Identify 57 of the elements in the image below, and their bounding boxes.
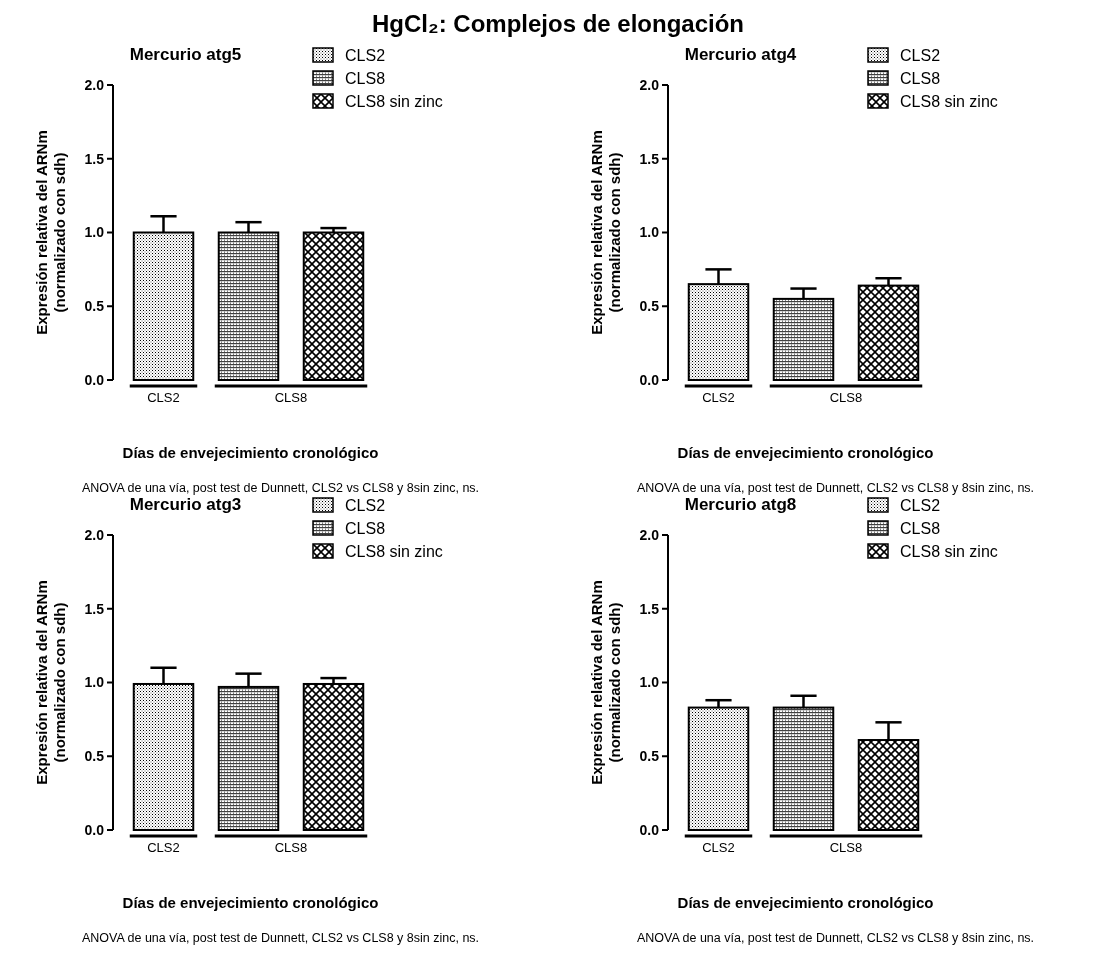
x-axis-title: Días de envejecimiento cronológico xyxy=(122,894,379,911)
y-tick-label: 1.5 xyxy=(84,150,105,167)
x-axis-title: Días de envejecimiento cronológico xyxy=(122,444,379,461)
legend-label: CLS2 xyxy=(900,496,941,514)
legend-label: CLS8 xyxy=(900,519,941,537)
chart-title: Mercurio atg5 xyxy=(129,45,242,64)
legend-label: CLS2 xyxy=(345,496,386,514)
legend-label: CLS2 xyxy=(345,46,386,64)
y-tick-label: 0.0 xyxy=(639,821,660,838)
y-tick-label: 0.0 xyxy=(84,821,105,838)
y-axis-title: Expresión relativa del ARNm (normalizado con sdh) xyxy=(587,580,623,785)
chart-title: Mercurio atg8 xyxy=(684,495,797,514)
y-axis-title: Expresión relativa del ARNm (normalizado con sdh) xyxy=(587,130,623,335)
x-tick-label: CLS2 xyxy=(147,840,180,855)
y-tick-label: 1.5 xyxy=(84,600,105,617)
y-tick-label: 2.0 xyxy=(84,526,105,543)
y-tick-label: 0.5 xyxy=(84,748,105,765)
y-tick-label: 2.0 xyxy=(639,76,660,93)
legend-label: CLS8 sin zinc xyxy=(345,542,443,560)
text: ANOVA de una vía, post test de Dunnett, CLS2 vs CLS8 y 8sin zinc, ns. xyxy=(636,481,1035,495)
y-axis-title: Expresión relativa del ARNm (normalizado con sdh) xyxy=(32,130,68,335)
y-tick-label: 1.0 xyxy=(84,674,105,691)
x-tick-label: CLS2 xyxy=(702,840,735,855)
legend-label: CLS8 xyxy=(345,519,386,537)
x-tick-label: CLS2 xyxy=(702,390,735,405)
x-tick-label: CLS8 xyxy=(829,390,863,405)
text: HgCl₂: Complejos de elongación xyxy=(371,10,745,37)
x-tick-label: CLS8 xyxy=(274,840,308,855)
legend-label: CLS8 sin zinc xyxy=(900,542,998,560)
y-tick-label: 0.0 xyxy=(639,371,660,388)
y-tick-label: 1.5 xyxy=(639,150,660,167)
y-tick-label: 1.0 xyxy=(639,674,660,691)
x-tick-label: CLS8 xyxy=(829,840,863,855)
legend-label: CLS8 xyxy=(345,69,386,87)
text: ANOVA de una vía, post test de Dunnett, CLS2 vs CLS8 y 8sin zinc, ns. xyxy=(81,931,480,945)
legend-label: CLS2 xyxy=(900,46,941,64)
y-tick-label: 0.0 xyxy=(84,371,105,388)
legend-label: CLS8 xyxy=(900,69,941,87)
y-tick-label: 2.0 xyxy=(639,526,660,543)
x-axis-title: Días de envejecimiento cronológico xyxy=(677,894,934,911)
y-tick-label: 0.5 xyxy=(639,298,660,315)
y-tick-label: 1.5 xyxy=(639,600,660,617)
chart-title: Mercurio atg3 xyxy=(129,495,242,514)
y-tick-label: 1.0 xyxy=(84,224,105,241)
y-axis-title: Expresión relativa del ARNm (normalizado con sdh) xyxy=(32,580,68,785)
x-tick-label: CLS2 xyxy=(147,390,180,405)
x-axis-title: Días de envejecimiento cronológico xyxy=(677,444,934,461)
legend-label: CLS8 sin zinc xyxy=(345,92,443,110)
y-tick-label: 1.0 xyxy=(639,224,660,241)
y-tick-label: 0.5 xyxy=(84,298,105,315)
chart-title: Mercurio atg4 xyxy=(684,45,797,64)
x-tick-label: CLS8 xyxy=(274,390,308,405)
y-tick-label: 2.0 xyxy=(84,76,105,93)
y-tick-label: 0.5 xyxy=(639,748,660,765)
text: ANOVA de una vía, post test de Dunnett, CLS2 vs CLS8 y 8sin zinc, ns. xyxy=(81,481,480,495)
legend-label: CLS8 sin zinc xyxy=(900,92,998,110)
text: ANOVA de una vía, post test de Dunnett, CLS2 vs CLS8 y 8sin zinc, ns. xyxy=(636,931,1035,945)
